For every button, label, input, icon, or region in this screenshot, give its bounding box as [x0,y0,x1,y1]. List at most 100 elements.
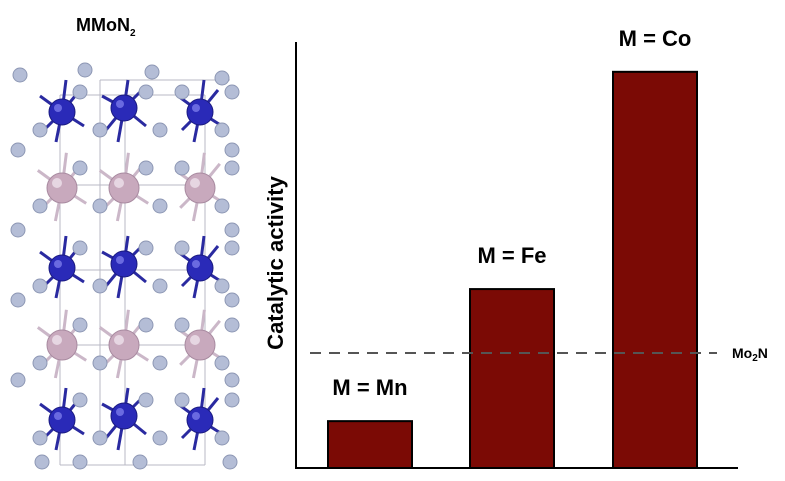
bar-label-mn: M = Mn [332,375,407,400]
nitrogen-atom [214,122,230,138]
reference-label: Mo2N [732,345,768,364]
nitrogen-atom [174,392,190,408]
nitrogen-atom [32,355,48,371]
nitrogen-atom [77,62,93,78]
nitrogen-atom [72,317,88,333]
nitrogen-atom [10,142,26,158]
nitrogen-atom [92,122,108,138]
bar-label-co: M = Co [619,26,692,51]
nitrogen-atom [72,392,88,408]
nitrogen-atom [138,392,154,408]
structure-title: MMoN2 [76,15,136,39]
nitrogen-atom [174,317,190,333]
nitrogen-atom [34,454,50,470]
atom-highlight [52,335,62,345]
nitrogen-atom [224,160,240,176]
nitrogen-atom [138,240,154,256]
nitrogen-atom [72,454,88,470]
atom-highlight [114,178,124,188]
y-axis-label: Catalytic activity [263,175,288,349]
metal-atom-blue [48,254,76,282]
metal-atom-blue [110,94,138,122]
atom-highlight [52,178,62,188]
nitrogen-atom [10,222,26,238]
structure-title-subscript: 2 [130,28,136,39]
nitrogen-atom [224,84,240,100]
atom-highlight [116,100,124,108]
nitrogen-atom [174,160,190,176]
atom-highlight [54,104,62,112]
bar-label-fe: M = Fe [477,243,546,268]
nitrogen-atom [92,278,108,294]
nitrogen-atom [174,240,190,256]
bar-co [612,70,698,469]
atom-highlight [54,412,62,420]
nitrogen-atom [224,372,240,388]
atom-highlight [190,178,200,188]
nitrogen-atom [224,392,240,408]
metal-atom-blue [48,98,76,126]
nitrogen-atom [32,430,48,446]
nitrogen-atom [224,317,240,333]
nitrogen-atom [174,84,190,100]
atom-highlight [116,408,124,416]
atom-highlight [190,335,200,345]
nitrogen-atom [214,430,230,446]
atom-highlight [116,256,124,264]
nitrogen-atom [72,84,88,100]
nitrogen-atom [72,160,88,176]
metal-atom-blue [110,250,138,278]
metal-atom-blue [186,406,214,434]
metal-atom-pink [184,172,216,204]
nitrogen-atom [138,84,154,100]
bar-series: M = Mn M = Fe M = Co [327,26,698,470]
metal-atom-blue [186,98,214,126]
metal-atom-blue [48,406,76,434]
crystal-structure-image [10,62,240,470]
nitrogen-atom [72,240,88,256]
metal-atom-pink [184,329,216,361]
nitrogen-atom [214,70,230,86]
nitrogen-atom [152,278,168,294]
nitrogen-atom [214,278,230,294]
metal-atom-pink [46,329,78,361]
atom-highlight [192,260,200,268]
metal-atom-blue [110,402,138,430]
nitrogen-atom [132,454,148,470]
bar-fe [469,288,555,469]
nitrogen-atom [224,292,240,308]
nitrogen-atom [138,317,154,333]
nitrogen-atom [12,67,28,83]
nitrogen-atom [10,372,26,388]
nitrogen-atom [32,122,48,138]
nitrogen-atom [214,198,230,214]
metal-atom-pink [108,172,140,204]
nitrogen-atom [92,355,108,371]
nitrogen-atom [152,355,168,371]
nitrogen-atom [152,122,168,138]
nitrogen-atom [224,142,240,158]
nitrogen-atom [10,292,26,308]
nitrogen-atom [144,64,160,80]
nitrogen-atom [138,160,154,176]
nitrogen-atom [152,430,168,446]
atom-highlight [192,412,200,420]
metal-atom-blue [186,254,214,282]
atom-highlight [192,104,200,112]
nitrogen-atom [32,198,48,214]
nitrogen-atom [92,430,108,446]
nitrogen-atom [222,454,238,470]
nitrogen-atom [214,355,230,371]
bar-mn [327,420,413,470]
reference-label-subscript: 2 [752,353,758,364]
atom-highlight [54,260,62,268]
atom-highlight [114,335,124,345]
nitrogen-atom [224,240,240,256]
nitrogen-atom [224,222,240,238]
metal-atom-pink [108,329,140,361]
nitrogen-atom [32,278,48,294]
nitrogen-atom [92,198,108,214]
metal-atom-pink [46,172,78,204]
nitrogen-atom [152,198,168,214]
